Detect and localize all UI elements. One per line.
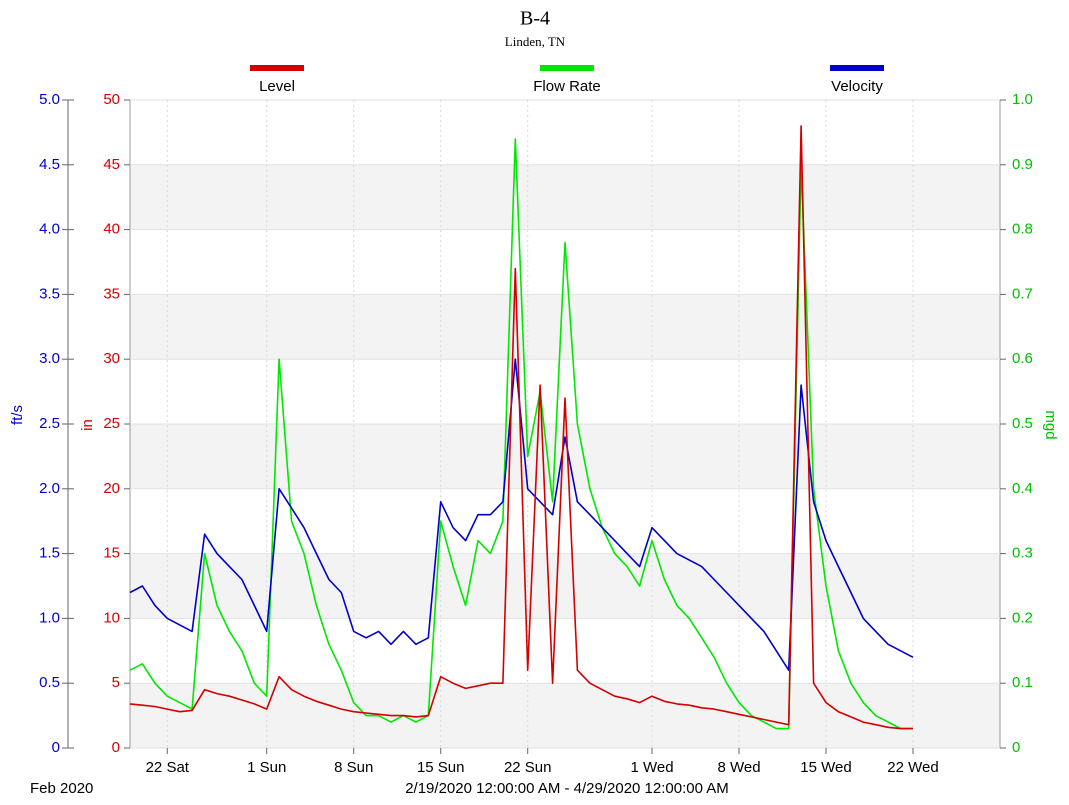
y2-tick-label: 0.5 bbox=[1012, 415, 1033, 432]
legend-label: Velocity bbox=[831, 78, 883, 95]
x-tick-label: 8 Wed bbox=[717, 759, 760, 776]
plot-area bbox=[129, 99, 1001, 749]
y-tick-label: 3.5 bbox=[39, 285, 60, 302]
x-tick-label: 22 Sat bbox=[146, 759, 190, 776]
y-tick-label: 3.0 bbox=[39, 350, 60, 367]
y-tick-label: 2.0 bbox=[39, 480, 60, 497]
y3-tick-label: 50 bbox=[103, 91, 120, 108]
y3-tick-label: 20 bbox=[103, 480, 120, 497]
y-tick-label: 2.5 bbox=[39, 415, 60, 432]
legend-label: Flow Rate bbox=[533, 78, 601, 95]
y2-tick-label: 0.8 bbox=[1012, 221, 1033, 238]
x-tick-label: 8 Sun bbox=[334, 759, 373, 776]
legend-swatch bbox=[250, 65, 304, 71]
y-tick-label: 5.0 bbox=[39, 91, 60, 108]
background-band bbox=[130, 294, 1000, 360]
y-tick-label: 0 bbox=[52, 739, 60, 756]
y-tick-label: 4.5 bbox=[39, 156, 60, 173]
y3-tick-label: 15 bbox=[103, 545, 120, 562]
y3-tick-label: 40 bbox=[103, 221, 120, 238]
legend-swatch bbox=[540, 65, 594, 71]
y-tick-label: 0.5 bbox=[39, 674, 60, 691]
series-line bbox=[129, 138, 913, 730]
y2-tick-label: 0.4 bbox=[1012, 480, 1033, 497]
x-tick-label: 15 Sun bbox=[417, 759, 465, 776]
y-axis-label: ft/s bbox=[9, 405, 26, 425]
background-band bbox=[130, 553, 1000, 619]
y-tick-label: 1.5 bbox=[39, 545, 60, 562]
range-label: 2/19/2020 12:00:00 AM - 4/29/2020 12:00:… bbox=[405, 780, 729, 797]
y3-tick-label: 45 bbox=[103, 156, 120, 173]
x-tick-label: 22 Wed bbox=[887, 759, 938, 776]
y3-tick-label: 30 bbox=[103, 350, 120, 367]
y2-tick-label: 0 bbox=[1012, 739, 1020, 756]
series-line bbox=[129, 125, 913, 730]
y-tick-label: 4.0 bbox=[39, 221, 60, 238]
y2-tick-label: 0.2 bbox=[1012, 609, 1033, 626]
y2-axis-label: mgd bbox=[1042, 410, 1059, 439]
chart-title: B-4 bbox=[520, 8, 550, 30]
y2-tick-label: 0.7 bbox=[1012, 285, 1033, 302]
legend-label: Level bbox=[259, 78, 295, 95]
series-line bbox=[129, 358, 914, 671]
legend-swatch bbox=[830, 65, 884, 71]
background-band bbox=[130, 683, 1000, 748]
background-band bbox=[130, 164, 1000, 230]
y3-axis-label: in bbox=[79, 419, 96, 431]
y-tick-label: 1.0 bbox=[39, 609, 60, 626]
y3-tick-label: 25 bbox=[103, 415, 120, 432]
x-tick-label: 1 Wed bbox=[630, 759, 673, 776]
y2-tick-label: 0.9 bbox=[1012, 156, 1033, 173]
y3-tick-label: 0 bbox=[112, 739, 120, 756]
y2-tick-label: 0.6 bbox=[1012, 350, 1033, 367]
y3-tick-label: 5 bbox=[112, 674, 120, 691]
y2-tick-label: 1.0 bbox=[1012, 91, 1033, 108]
y2-tick-label: 0.1 bbox=[1012, 674, 1033, 691]
y2-tick-label: 0.3 bbox=[1012, 545, 1033, 562]
x-tick-label: 22 Sun bbox=[504, 759, 552, 776]
y3-tick-label: 10 bbox=[103, 609, 120, 626]
x-tick-label: 1 Sun bbox=[247, 759, 286, 776]
background-band bbox=[130, 424, 1000, 489]
chart-subtitle: Linden, TN bbox=[505, 34, 566, 49]
y3-tick-label: 35 bbox=[103, 285, 120, 302]
period-label: Feb 2020 bbox=[30, 780, 93, 797]
x-tick-label: 15 Wed bbox=[800, 759, 851, 776]
